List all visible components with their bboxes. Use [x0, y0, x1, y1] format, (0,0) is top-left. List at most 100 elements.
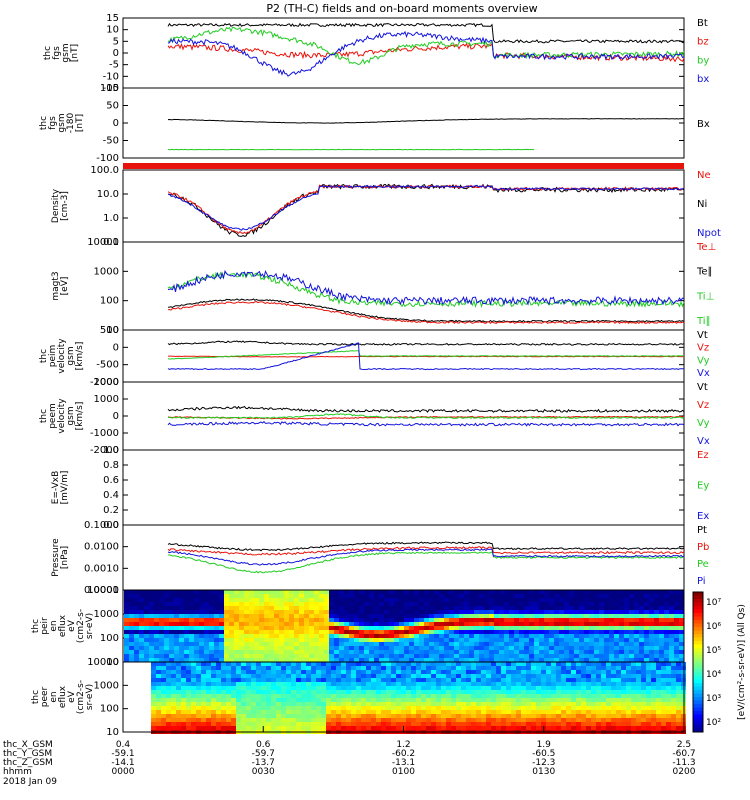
heatmap-cell: [346, 702, 351, 706]
heatmap-cell: [186, 662, 191, 666]
heatmap-cell: [481, 670, 486, 674]
heatmap-cell: [354, 610, 359, 614]
heatmap-cell: [229, 634, 234, 638]
heatmap-cell: [164, 630, 169, 634]
heatmap-cell: [254, 622, 259, 626]
heatmap-cell: [661, 706, 666, 710]
heatmap-cell: [161, 722, 166, 726]
heatmap-cell: [291, 710, 296, 714]
heatmap-cell: [534, 654, 539, 658]
series-Vz: [168, 355, 685, 358]
heatmap-cell: [506, 674, 511, 678]
heatmap-cell: [549, 602, 554, 606]
heatmap-cell: [679, 626, 684, 630]
heatmap-cell: [616, 678, 621, 682]
heatmap-cell: [186, 666, 191, 670]
heatmap-cell: [644, 618, 649, 622]
heatmap-cell: [289, 618, 294, 622]
heatmap-cell: [196, 710, 201, 714]
heatmap-cell: [544, 638, 549, 642]
heatmap-cell: [449, 590, 454, 594]
heatmap-cell: [649, 630, 654, 634]
heatmap-cell: [491, 710, 496, 714]
heatmap-cell: [584, 602, 589, 606]
heatmap-cell: [191, 670, 196, 674]
heatmap-cell: [416, 710, 421, 714]
heatmap-cell: [374, 622, 379, 626]
heatmap-cell: [264, 626, 269, 630]
heatmap-cell: [361, 682, 366, 686]
heatmap-cell: [329, 642, 334, 646]
heatmap-cell: [664, 594, 669, 598]
heatmap-cell: [249, 622, 254, 626]
heatmap-cell: [284, 642, 289, 646]
heatmap-cell: [526, 694, 531, 698]
heatmap-cell: [189, 646, 194, 650]
heatmap-cell: [331, 706, 336, 710]
heatmap-cell: [174, 634, 179, 638]
heatmap-cell: [471, 726, 476, 730]
heatmap-cell: [251, 662, 256, 666]
heatmap-cell: [491, 722, 496, 726]
heatmap-cell: [564, 638, 569, 642]
heatmap-cell: [356, 690, 361, 694]
legend-entry: Ni: [697, 199, 707, 210]
heatmap-cell: [316, 686, 321, 690]
heatmap-cell: [479, 634, 484, 638]
heatmap-cell: [139, 618, 144, 622]
heatmap-cell: [221, 694, 226, 698]
heatmap-cell: [479, 622, 484, 626]
heatmap-cell: [476, 662, 481, 666]
heatmap-cell: [424, 642, 429, 646]
heatmap-cell: [654, 646, 659, 650]
heatmap-cell: [574, 618, 579, 622]
heatmap-cell: [286, 662, 291, 666]
heatmap-cell: [379, 658, 384, 662]
heatmap-cell: [264, 630, 269, 634]
y-axis-label: Density [cm-3]: [51, 188, 70, 223]
heatmap-cell: [184, 634, 189, 638]
heatmap-cell: [289, 654, 294, 658]
heatmap-cell: [664, 630, 669, 634]
heatmap-cell: [671, 698, 676, 702]
heatmap-cell: [586, 714, 591, 718]
heatmap-cell: [186, 678, 191, 682]
heatmap-cell: [636, 686, 641, 690]
heatmap-cell: [144, 618, 149, 622]
heatmap-cell: [586, 662, 591, 666]
heatmap-cell: [381, 706, 386, 710]
heatmap-cell: [164, 598, 169, 602]
heatmap-cell: [241, 670, 246, 674]
heatmap-cell: [661, 670, 666, 674]
heatmap-cell: [229, 658, 234, 662]
heatmap-cell: [511, 674, 516, 678]
heatmap-cell: [261, 710, 266, 714]
heatmap-cell: [241, 686, 246, 690]
colorbar-swatch: [693, 627, 703, 631]
heatmap-cell: [154, 618, 159, 622]
heatmap-cell: [261, 698, 266, 702]
heatmap-cell: [494, 606, 499, 610]
heatmap-cell: [234, 602, 239, 606]
heatmap-cell: [261, 718, 266, 722]
heatmap-cell: [201, 674, 206, 678]
heatmap-cell: [606, 726, 611, 730]
heatmap-cell: [661, 690, 666, 694]
heatmap-cell: [416, 718, 421, 722]
heatmap-cell: [374, 658, 379, 662]
heatmap-cell: [194, 658, 199, 662]
heatmap-cell: [634, 646, 639, 650]
heatmap-cell: [651, 726, 656, 730]
heatmap-cell: [559, 634, 564, 638]
heatmap-cell: [324, 618, 329, 622]
heatmap-cell: [521, 686, 526, 690]
heatmap-cell: [386, 674, 391, 678]
heatmap-cell: [631, 726, 636, 730]
heatmap-cell: [261, 702, 266, 706]
heatmap-cell: [436, 722, 441, 726]
heatmap-cell: [336, 670, 341, 674]
heatmap-cell: [294, 626, 299, 630]
heatmap-cell: [586, 694, 591, 698]
heatmap-cell: [381, 698, 386, 702]
heatmap-cell: [474, 658, 479, 662]
